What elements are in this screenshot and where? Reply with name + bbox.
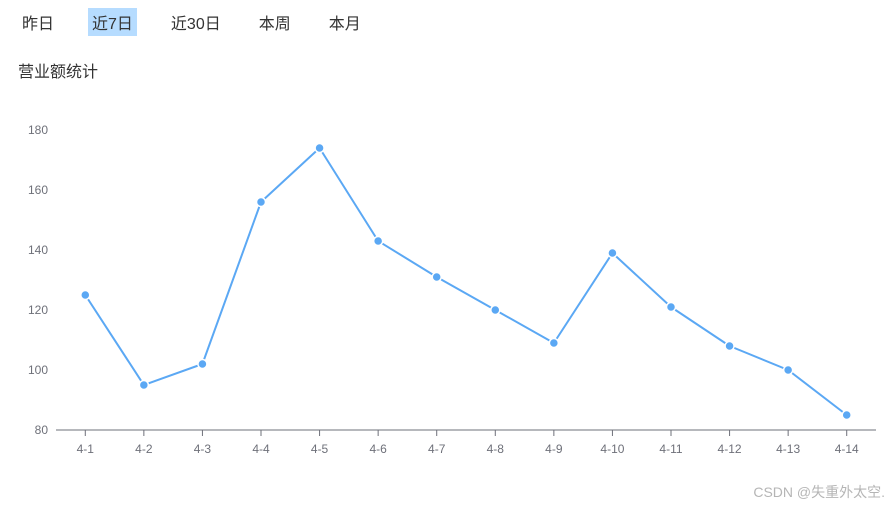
x-axis-label: 4-9 [545,442,562,456]
x-axis-label: 4-6 [369,442,386,456]
y-axis-label: 180 [8,123,48,137]
y-axis-label: 100 [8,363,48,377]
chart-title: 营业额统计 [0,36,889,82]
x-axis-label: 4-1 [77,442,94,456]
y-axis-label: 120 [8,303,48,317]
x-axis-label: 4-3 [194,442,211,456]
y-axis-label: 140 [8,243,48,257]
tab-this-month[interactable]: 本月 [325,8,365,36]
tab-this-week[interactable]: 本周 [255,8,295,36]
x-axis-label: 4-5 [311,442,328,456]
x-axis-label: 4-8 [487,442,504,456]
x-axis-label: 4-2 [135,442,152,456]
x-axis-label: 4-12 [718,442,742,456]
y-axis-label: 160 [8,183,48,197]
tab-last7[interactable]: 近7日 [88,8,137,36]
time-range-tabs: 昨日 近7日 近30日 本周 本月 [0,0,889,36]
tab-yesterday[interactable]: 昨日 [18,8,58,36]
chart-svg [0,120,889,480]
watermark: CSDN @失重外太空. [753,482,885,502]
x-axis-label: 4-7 [428,442,445,456]
x-axis-label: 4-10 [600,442,624,456]
x-axis-label: 4-11 [659,442,682,456]
revenue-chart: 80 100 120 140 160 180 4-1 4-2 4-3 4-4 4-5 4-6 4-7 4… [0,120,889,480]
y-axis-label: 80 [8,423,48,437]
tab-last30[interactable]: 近30日 [167,8,225,36]
x-axis-label: 4-14 [835,442,859,456]
x-axis-label: 4-13 [776,442,800,456]
x-axis-label: 4-4 [252,442,269,456]
